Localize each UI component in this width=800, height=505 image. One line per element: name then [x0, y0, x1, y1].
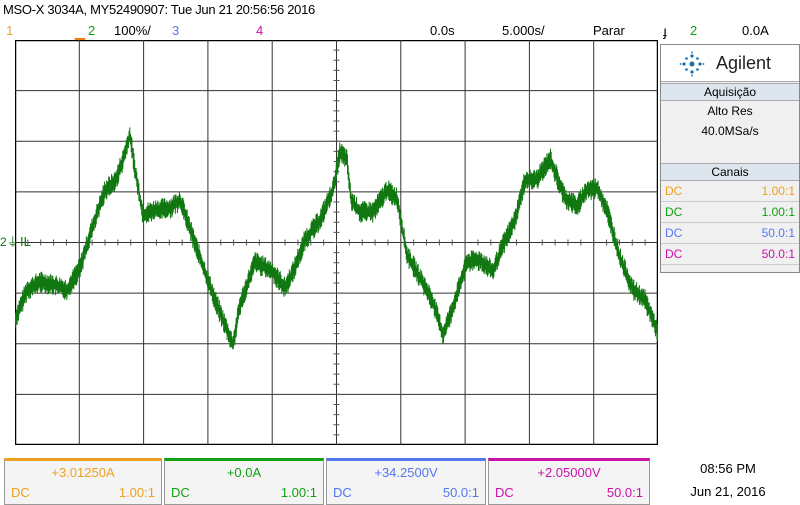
channel-probe: 1.00:1	[118, 485, 155, 500]
sample-rate: 40.0MSa/s	[701, 124, 759, 138]
clock-time: 08:56 PM	[700, 461, 756, 476]
window-title: MSO-X 3034A, MY52490907: Tue Jun 21 20:5…	[3, 2, 315, 17]
time-scale: 5.000s/	[502, 23, 545, 38]
channel-row-1[interactable]: DC 1.00:1	[661, 181, 799, 202]
clock-date: Jun 21, 2016	[690, 484, 766, 499]
channel-4-label[interactable]: 4	[256, 23, 264, 38]
channel-row-3[interactable]: DC 50.0:1	[661, 223, 799, 244]
trigger-channel: 2	[690, 23, 698, 38]
channel-2-scale: 100%/	[114, 23, 151, 38]
channel-4-box[interactable]: +2.05000V DC 50.0:1	[488, 458, 650, 505]
channel-row-2[interactable]: DC 1.00:1	[661, 202, 799, 223]
channel-probe: 50.0:1	[606, 485, 643, 500]
channel-probe: 50.0:1	[442, 485, 479, 500]
channel-probe: 50.0:1	[761, 226, 795, 240]
channel-coupling: DC	[665, 247, 683, 261]
channels-header: Canais	[661, 163, 799, 181]
channel-offset: +0.0A	[226, 465, 262, 480]
brand-name: Agilent	[716, 53, 772, 73]
time-offset: 0.0s	[430, 23, 455, 38]
channel-offset: +3.01250A	[51, 465, 115, 480]
channel-coupling: DC	[665, 226, 683, 240]
channel-coupling: DC	[171, 485, 190, 500]
acquisition-info: Alto Res 40.0MSa/s	[661, 101, 799, 141]
agilent-spark-icon	[679, 51, 705, 77]
channel-offset: +2.05000V	[537, 465, 601, 480]
channel-coupling: DC	[665, 184, 683, 198]
trace-label: IL	[20, 234, 31, 249]
trace-marker-number: 2	[0, 235, 7, 249]
channel-2-box[interactable]: +0.0A DC 1.00:1	[164, 458, 324, 505]
channel-1-label[interactable]: 1	[6, 23, 14, 38]
channel-coupling: DC	[333, 485, 352, 500]
channel-row-4[interactable]: DC 50.0:1	[661, 244, 799, 265]
channel-1-box[interactable]: +3.01250A DC 1.00:1	[4, 458, 162, 505]
side-panel: Agilent Aquisição Alto Res 40.0MSa/s Can…	[660, 44, 800, 273]
trigger-edge-icon: ɟ	[663, 23, 667, 39]
brand-logo: Agilent	[661, 45, 799, 82]
channel-probe: 1.00:1	[761, 184, 795, 198]
channel-coupling: DC	[11, 485, 30, 500]
waveform-trace	[15, 127, 658, 350]
channel-probe: 1.00:1	[280, 485, 317, 500]
channel-probe: 50.0:1	[761, 247, 795, 261]
run-state[interactable]: Parar	[593, 23, 625, 38]
channel-offset: +34.2500V	[374, 465, 438, 480]
ground-marker-icon[interactable]: 2⏚	[0, 235, 19, 249]
channel-probe: 1.00:1	[761, 205, 795, 219]
channel-3-label[interactable]: 3	[172, 23, 180, 38]
acquisition-mode: Alto Res	[707, 104, 753, 118]
scope-graticule	[15, 40, 658, 445]
trigger-level: 0.0A	[742, 23, 769, 38]
channel-coupling: DC	[665, 205, 683, 219]
channel-3-box[interactable]: +34.2500V DC 50.0:1	[326, 458, 486, 505]
channel-2-label[interactable]: 2	[88, 23, 96, 38]
channel-coupling: DC	[495, 485, 514, 500]
acquisition-header: Aquisição	[661, 83, 799, 101]
